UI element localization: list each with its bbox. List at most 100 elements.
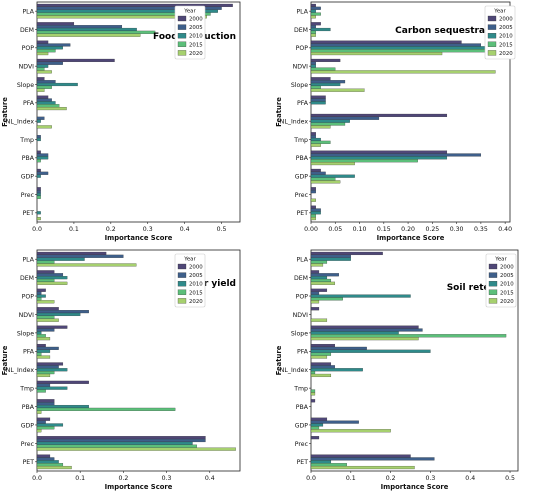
- legend-title: Year: [494, 257, 507, 263]
- bar-DEM-2005: [310, 25, 316, 29]
- bar-PBA-2005: [36, 153, 49, 157]
- plot-frame: [310, 1, 511, 223]
- chart-title: Carbon sequestration: [395, 26, 505, 36]
- bar-PET-2000: [310, 454, 411, 458]
- y-tick-label: NL_Index: [6, 367, 35, 374]
- bar-Slope-2000: [36, 325, 68, 329]
- bar-PFA-2020: [310, 355, 328, 359]
- y-tick-label: NL_Index: [280, 119, 309, 126]
- x-tick-label: 0.1: [75, 475, 85, 482]
- chart-panel-4: PLA DEM POP NDVI Slope PFA NL_Index Tmp PBA GDP Pr…: [275, 249, 519, 491]
- bar-PFA-2020: [36, 106, 67, 111]
- legend: Year 2000 2005 2010 2015 2020: [484, 5, 516, 60]
- y-tick-label: PLA: [22, 9, 34, 16]
- bar-Slope-2000: [310, 325, 419, 329]
- bar-PLA-2010: [310, 257, 351, 261]
- bar-Slope-2005: [310, 328, 423, 332]
- bar-PFA-2010: [36, 349, 51, 353]
- y-tick-label: GDP: [295, 174, 309, 181]
- bar-POP-2005: [310, 43, 482, 47]
- bar-NDVI-2015: [310, 67, 336, 71]
- x-axis-label: Importance Score: [105, 234, 173, 242]
- bar-PET-2010: [310, 211, 321, 215]
- bar-POP-2000: [310, 288, 328, 292]
- legend-swatch-2005: [488, 272, 498, 278]
- x-tick-label: 0.1: [346, 475, 356, 482]
- bar-Prec-2005: [310, 190, 316, 194]
- bar-Slope-2010: [310, 82, 341, 87]
- bar-Tmp-2015: [36, 389, 46, 393]
- bar-Tmp-2020: [310, 392, 316, 396]
- bar-PET-2015: [310, 463, 347, 467]
- bar-DEM-2010: [36, 27, 137, 32]
- bar-NDVI-2005: [310, 61, 316, 65]
- bar-NDVI-2015: [36, 67, 45, 71]
- bar-Slope-2020: [310, 337, 419, 341]
- bar-PLA-2020: [36, 15, 207, 19]
- legend-label-2005: 2005: [189, 273, 203, 279]
- bar-NDVI-2020: [36, 70, 52, 74]
- bar-PLA-2015: [310, 260, 328, 264]
- chart-title: Water yield: [178, 279, 236, 289]
- bar-NL_Index-2005: [36, 116, 45, 120]
- y-tick-label: PFA: [23, 349, 35, 356]
- bar-PBA-2015: [36, 159, 41, 163]
- bar-DEM-2010: [310, 27, 331, 32]
- y-tick-label: DEM: [294, 27, 308, 34]
- bar-NL_Index-2005: [36, 365, 59, 369]
- bar-PBA-2000: [310, 399, 316, 403]
- bar-NL_Index-2000: [310, 362, 332, 366]
- legend-label-2010: 2010: [189, 34, 203, 40]
- bar-NL_Index-2010: [310, 368, 363, 372]
- bar-PBA-2015: [310, 159, 418, 163]
- legend-swatch-2020: [487, 50, 497, 56]
- x-axis-label: Importance Score: [377, 234, 445, 242]
- legend: Year 2000 2005 2010 2015 2020: [485, 253, 517, 308]
- legend-label-2020: 2020: [189, 51, 203, 57]
- bar-DEM-2000: [310, 270, 320, 274]
- x-axis-label: Importance Score: [381, 483, 449, 491]
- bar-Tmp-2015: [310, 389, 316, 393]
- legend-swatch-2010: [177, 281, 187, 287]
- y-tick-label: POP: [22, 293, 35, 300]
- bar-NDVI-2005: [36, 61, 63, 65]
- legend-swatch-2020: [177, 298, 187, 304]
- x-tick-label: 0.00: [304, 226, 318, 233]
- legend-label-2015: 2015: [500, 290, 514, 296]
- x-tick-label: 0.0: [32, 475, 42, 482]
- x-tick-label: 0.1: [69, 226, 79, 233]
- bar-DEM-2015: [36, 278, 55, 283]
- y-tick-label: Prec: [21, 441, 35, 448]
- bar-NL_Index-2010: [36, 368, 68, 372]
- y-tick-label: POP: [296, 293, 309, 300]
- bar-PLA-2020: [36, 263, 137, 267]
- y-tick-label: PBA: [296, 404, 309, 411]
- legend-label-2005: 2005: [189, 25, 203, 31]
- x-tick-label: 0.25: [425, 226, 439, 233]
- bar-DEM-2005: [36, 273, 64, 277]
- bar-PET-2005: [36, 457, 55, 461]
- bar-POP-2020: [36, 300, 55, 304]
- bar-GDP-2005: [310, 420, 359, 424]
- bar-PET-2020: [36, 465, 72, 470]
- plot-frame: [36, 249, 241, 472]
- bar-Prec-2000: [310, 436, 320, 440]
- legend-label-2015: 2015: [499, 42, 513, 48]
- x-axis-label: Importance Score: [105, 483, 173, 491]
- x-tick-label: 0.3: [162, 475, 172, 482]
- y-tick-label: PLA: [296, 9, 308, 16]
- bar-POP-2010: [310, 294, 411, 298]
- bar-PFA-2000: [310, 343, 336, 348]
- x-tick-label: 0.3: [426, 475, 436, 482]
- bar-Slope-2015: [36, 334, 46, 338]
- bar-PET-2005: [310, 457, 435, 461]
- bar-NL_Index-2005: [310, 365, 336, 369]
- y-tick-label: GDP: [295, 422, 309, 429]
- bar-NL_Index-2015: [310, 371, 316, 375]
- x-tick-label: 0.20: [401, 226, 415, 233]
- bar-NL_Index-2020: [310, 373, 332, 378]
- bar-PLA-2000: [36, 251, 107, 256]
- bar-PFA-2000: [36, 95, 49, 99]
- y-axis-label: Feature: [275, 345, 283, 375]
- bar-Prec-2005: [36, 438, 206, 443]
